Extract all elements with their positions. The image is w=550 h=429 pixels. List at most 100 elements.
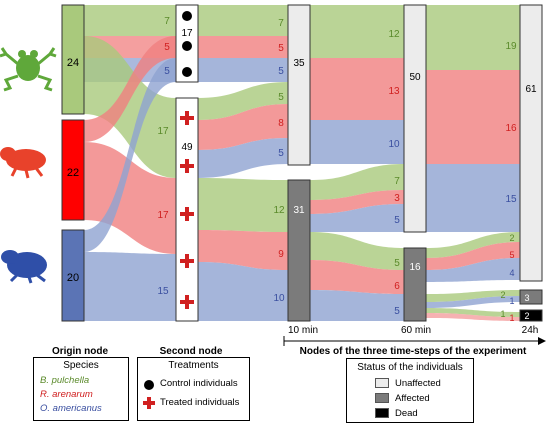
frog-icon [0, 47, 57, 92]
affected-label: Affected [395, 393, 430, 404]
flow-band [198, 5, 288, 36]
flow-band [426, 313, 520, 321]
flow-label: 9 [278, 249, 284, 260]
treated-label: Treated individuals [160, 397, 240, 408]
flow-label: 17 [157, 126, 169, 137]
control-dot-icon [182, 11, 192, 21]
control-label: Control individuals [160, 378, 238, 389]
flow-label: 12 [388, 29, 400, 40]
species-b-pulchella: B. pulchella [40, 375, 90, 386]
time-label: 24h [522, 325, 539, 336]
flow-label: 7 [278, 18, 284, 29]
flow-band [426, 258, 520, 282]
flow-label: 12 [273, 205, 285, 216]
flow-label: 1 [509, 313, 514, 323]
flow-band [426, 296, 520, 308]
time-node-label: 16 [409, 262, 421, 273]
status-legend: Status of the individuals Unaffected Aff… [346, 358, 474, 423]
second-node-label: 17 [181, 28, 193, 39]
t10-affected-node [287, 179, 311, 322]
time-axis: 10 min 60 min 24h Nodes of the three tim… [283, 325, 546, 357]
treated-cross-icon [180, 295, 194, 309]
flow-label: 8 [278, 118, 284, 129]
time-node-label: 3 [524, 293, 529, 303]
flow-label: 5 [394, 215, 400, 226]
dead-label: Dead [395, 408, 418, 419]
origin-node-title: Origin node [51, 346, 109, 357]
flow-band [84, 58, 176, 252]
flow-label: 5 [278, 148, 284, 159]
flow-label: 4 [509, 268, 514, 278]
status-header: Status of the individuals [357, 362, 463, 373]
t10-unaffected-node [287, 4, 311, 166]
time-node-label: 35 [293, 58, 305, 69]
t24-dead-node [519, 309, 543, 322]
flow-band [84, 252, 176, 321]
flow-band [84, 5, 176, 36]
control-dot-icon [182, 41, 192, 51]
flow-label: 2 [500, 290, 505, 300]
species-o-americanus: O. americanus [40, 403, 102, 414]
flow-band [426, 232, 520, 258]
origin-node-label: 24 [67, 57, 79, 69]
axis-label: Nodes of the three time-steps of the exp… [300, 346, 527, 357]
flow-label: 3 [394, 193, 400, 204]
time-node-label: 2 [524, 311, 529, 321]
second-node-label: 49 [181, 142, 193, 153]
flow-band [426, 242, 520, 270]
flow-label: 2 [509, 233, 514, 243]
flow-label: 13 [388, 86, 400, 97]
flow-label: 5 [164, 42, 170, 53]
flow-label: 5 [394, 306, 400, 317]
treated-cross-icon [180, 254, 194, 268]
origin-node-r-arenarum [61, 119, 85, 221]
treated-cross-icon [143, 397, 155, 409]
flow-band [426, 308, 520, 317]
flow-band [198, 262, 288, 321]
time-label: 10 min [288, 325, 318, 336]
flow-label: 7 [394, 176, 400, 187]
flow-band [84, 36, 176, 178]
treated-cross-icon [180, 159, 194, 173]
flow-band [426, 164, 520, 232]
flow-band [310, 164, 404, 200]
unaffected-swatch [375, 378, 389, 388]
origin-node-label: 20 [67, 272, 79, 284]
flow-label: 15 [505, 194, 517, 205]
treated-cross-icon [180, 111, 194, 125]
flow-band [198, 58, 288, 82]
flow-band [310, 5, 404, 58]
origin-node-o-americanus [61, 229, 85, 322]
time-node-label: 50 [409, 72, 421, 83]
origin-node-b-pulchella [61, 4, 85, 115]
toad-icon [0, 147, 46, 179]
flow-label: 19 [505, 41, 517, 52]
flow-label: 1 [509, 296, 514, 306]
flow-label: 5 [164, 66, 170, 77]
flow-label: 16 [505, 123, 517, 134]
unaffected-label: Unaffected [395, 378, 441, 389]
flow-band [426, 70, 520, 164]
time-node-label: 61 [525, 84, 537, 95]
affected-swatch [375, 393, 389, 403]
treated-cross-icon [180, 207, 194, 221]
flow-label: 5 [278, 66, 284, 77]
flow-label: 6 [394, 281, 400, 292]
flow-label: 5 [509, 250, 514, 260]
treatments-legend: Treatments Control individuals Treated i… [137, 357, 250, 421]
flow-label: 15 [157, 286, 169, 297]
t24-unaffected-node [519, 4, 543, 282]
flow-label: 5 [394, 258, 400, 269]
flow-band [198, 230, 288, 270]
time-label: 60 min [401, 325, 431, 336]
treatments-header: Treatments [168, 360, 219, 371]
flow-label: 5 [278, 43, 284, 54]
flow-band [198, 178, 288, 232]
origin-node-label: 22 [67, 167, 79, 179]
flow-band [426, 290, 520, 302]
t24-affected-node [519, 289, 543, 305]
flow-band [198, 36, 288, 58]
flow-band [198, 104, 288, 150]
species-legend: Species B. pulchella R. arenarum O. amer… [33, 357, 129, 421]
flow-label: 1 [500, 309, 505, 319]
